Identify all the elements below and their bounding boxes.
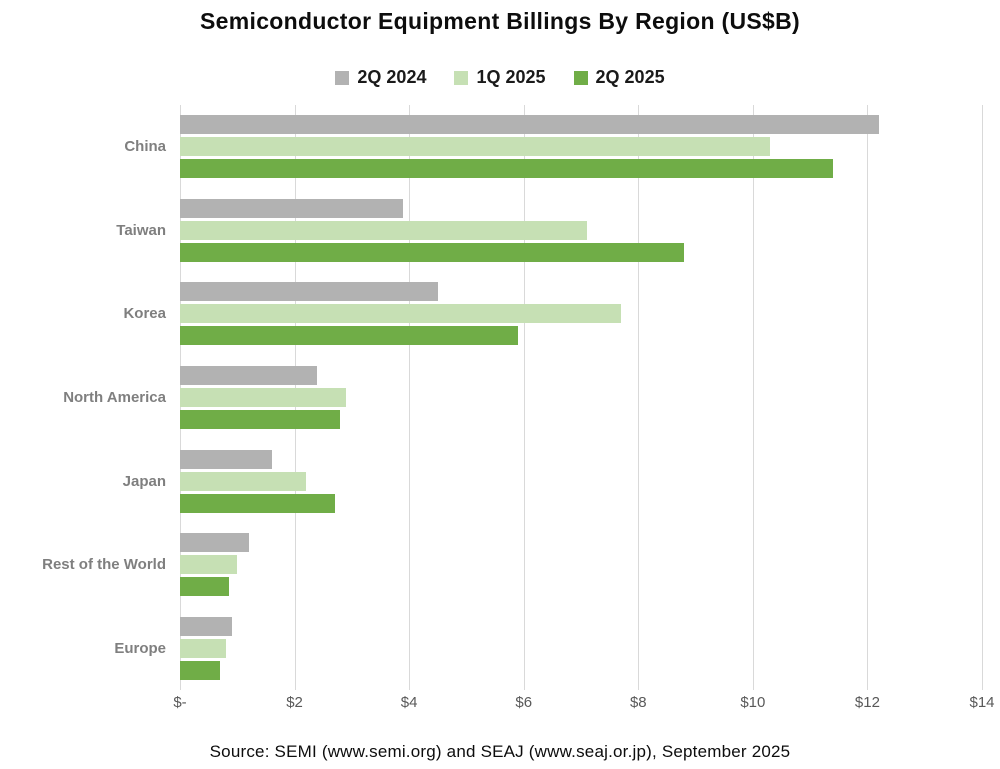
bar-korea-2q-2025 (180, 326, 518, 346)
bar-china-2q-2024 (180, 115, 879, 135)
category-label: Europe (114, 639, 166, 657)
legend-swatch-icon (335, 70, 350, 85)
bar-rest-of-the-world-2q-2024 (180, 533, 249, 553)
bar-rest-of-the-world-2q-2025 (180, 577, 229, 597)
bar-japan-1q-2025 (180, 471, 307, 491)
x-tick-label: $14 (969, 694, 995, 711)
x-tick-label: $10 (740, 694, 766, 711)
legend-label: 2Q 2025 (595, 67, 665, 87)
legend-swatch-icon (454, 70, 469, 85)
category-label: Taiwan (116, 221, 166, 239)
chart-title: Semiconductor Equipment Billings By Regi… (200, 8, 800, 34)
bar-china-2q-2025 (180, 159, 834, 179)
gridline (409, 105, 411, 690)
gridline (982, 105, 983, 690)
gridline (752, 105, 754, 690)
x-tick-label: $6 (515, 694, 533, 711)
category-label: Rest of the World (42, 556, 166, 574)
bar-europe-2q-2025 (180, 660, 221, 680)
legend-label: 2Q 2024 (357, 67, 427, 87)
bar-group: Korea (0, 272, 982, 356)
bar-group: Japan (0, 439, 982, 523)
bar-taiwan-2q-2024 (180, 198, 404, 218)
bar-north-america-1q-2025 (180, 388, 347, 408)
bar-japan-2q-2025 (180, 493, 335, 513)
bar-europe-1q-2025 (180, 638, 226, 658)
legend-item: 1Q 2025 (454, 67, 546, 88)
legend-item: 2Q 2025 (573, 67, 665, 88)
bar-group: Rest of the World (0, 523, 982, 607)
gridline (867, 105, 869, 690)
bar-north-america-2q-2024 (180, 366, 318, 386)
gridline (638, 105, 640, 690)
legend-label: 1Q 2025 (476, 67, 546, 87)
category-label: China (124, 138, 166, 156)
source-note: Source: SEMI (www.semi.org) and SEAJ (ww… (209, 742, 791, 761)
x-tick-label: $12 (854, 694, 880, 711)
bar-zone (180, 366, 982, 430)
x-tick-label: $- (173, 694, 187, 711)
bar-korea-2q-2024 (180, 282, 438, 302)
legend: 2Q 2024 1Q 2025 2Q 2025 (0, 67, 1000, 88)
bar-europe-2q-2024 (180, 616, 232, 636)
bar-zone (180, 115, 982, 179)
bar-taiwan-2q-2025 (180, 242, 685, 262)
bar-group: North America (0, 356, 982, 440)
bar-china-1q-2025 (180, 137, 771, 157)
category-label: North America (63, 389, 166, 407)
legend-item: 2Q 2024 (335, 67, 426, 88)
gridline (523, 105, 525, 690)
bar-zone (180, 198, 982, 262)
x-tick-label: $8 (629, 694, 647, 711)
bar-taiwan-1q-2025 (180, 220, 587, 240)
bar-japan-2q-2024 (180, 449, 272, 469)
legend-swatch-icon (573, 70, 588, 85)
bar-north-america-2q-2025 (180, 410, 341, 430)
bar-group: China (0, 105, 982, 189)
bar-group: Europe (0, 606, 982, 690)
x-axis: $- $2 $4 $6 $8 $10 $12 $14 (173, 694, 994, 716)
bar-korea-1q-2025 (180, 304, 622, 324)
bar-rest-of-the-world-1q-2025 (180, 555, 238, 575)
category-label: Japan (122, 472, 166, 490)
category-label: Korea (123, 305, 166, 323)
bar-zone (180, 282, 982, 346)
bar-zone (180, 449, 982, 513)
x-tick-label: $2 (286, 694, 303, 711)
x-tick-label: $4 (400, 694, 418, 711)
bar-group: Taiwan (0, 189, 982, 273)
bar-zone (180, 616, 982, 680)
bar-rows: China Taiwan Korea North America Japan Rest o… (0, 105, 982, 690)
bar-zone (180, 533, 982, 597)
bar-chart: China Taiwan Korea North America Japan Rest o… (0, 105, 1000, 690)
